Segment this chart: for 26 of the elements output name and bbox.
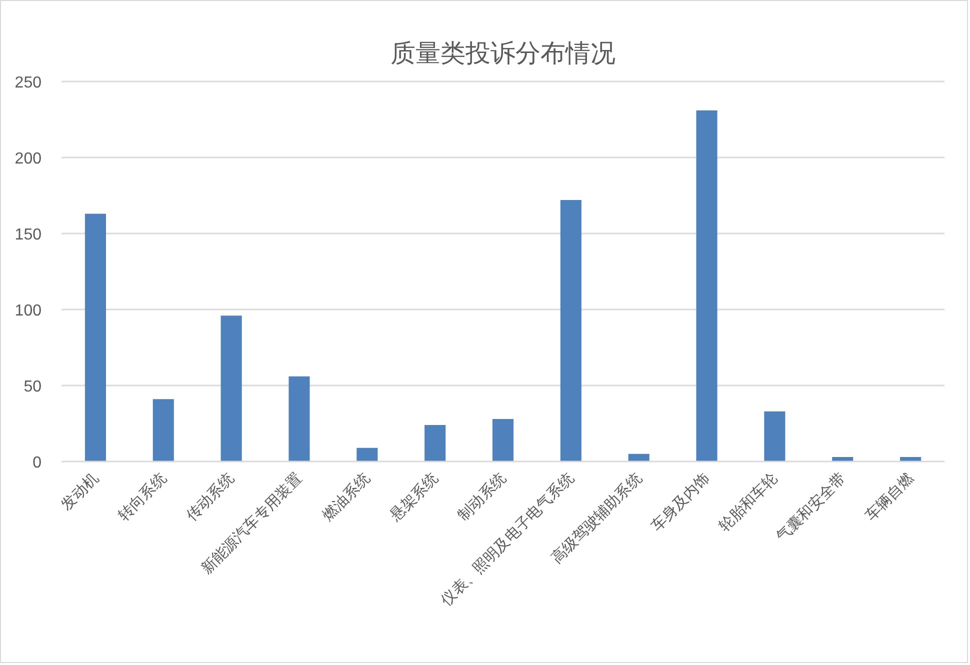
bar — [84, 214, 106, 462]
y-tick-label: 150 — [14, 226, 42, 244]
bar — [492, 418, 514, 462]
y-tick-label: 200 — [14, 150, 42, 168]
bar — [628, 454, 650, 462]
bar — [696, 110, 718, 462]
y-tick-label: 0 — [32, 454, 42, 472]
x-tick-label: 车辆自燃 — [862, 469, 917, 524]
x-tick-label: 发动机 — [57, 469, 102, 514]
x-tick-label: 制动系统 — [454, 469, 510, 524]
x-tick-label: 车身及内饰 — [647, 469, 714, 535]
bar — [152, 399, 174, 462]
y-tick-label: 50 — [24, 378, 42, 396]
bar — [764, 411, 786, 462]
x-tick-label: 传动系统 — [182, 469, 238, 524]
y-tick-label: 100 — [14, 302, 42, 320]
x-tick-label: 燃油系统 — [318, 469, 374, 524]
chart-title: 质量类投诉分布情况 — [390, 38, 616, 68]
bar — [560, 200, 582, 462]
bar — [288, 376, 310, 462]
bar — [424, 425, 446, 462]
x-tick-label: 悬架系统 — [386, 469, 442, 525]
y-tick-label: 250 — [14, 74, 42, 92]
bar — [220, 316, 242, 462]
bar — [356, 448, 378, 462]
x-tick-label: 转向系统 — [114, 469, 170, 524]
